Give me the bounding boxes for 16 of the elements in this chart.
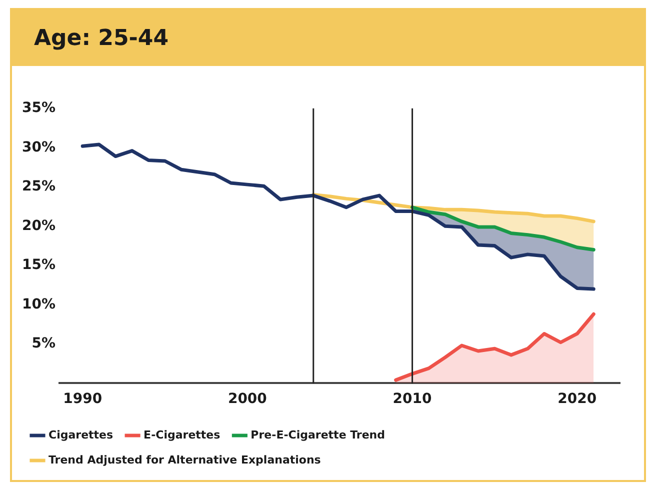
legend-label: Trend Adjusted for Alternative Explanations: [48, 453, 322, 466]
y-tick-label: 25%: [22, 178, 56, 195]
y-tick-label: 10%: [22, 296, 56, 312]
y-tick-label: 5%: [32, 336, 56, 352]
legend-label: E-Cigarettes: [144, 428, 221, 442]
x-tick-label: 2000: [228, 391, 268, 408]
chart-title: Age: 25-44: [12, 10, 644, 66]
y-tick-label: 35%: [22, 100, 56, 116]
x-tick-label: 1990: [63, 391, 102, 408]
x-tick-label: 2020: [558, 391, 597, 408]
y-tick-label: 15%: [22, 257, 56, 274]
y-tick-label: 20%: [22, 218, 56, 234]
y-tick-label: 30%: [22, 139, 56, 156]
x-tick-label: 2010: [392, 391, 432, 408]
legend-label: Cigarettes: [48, 428, 114, 442]
legend-label: Pre-E-Cigarette Trend: [250, 428, 385, 442]
